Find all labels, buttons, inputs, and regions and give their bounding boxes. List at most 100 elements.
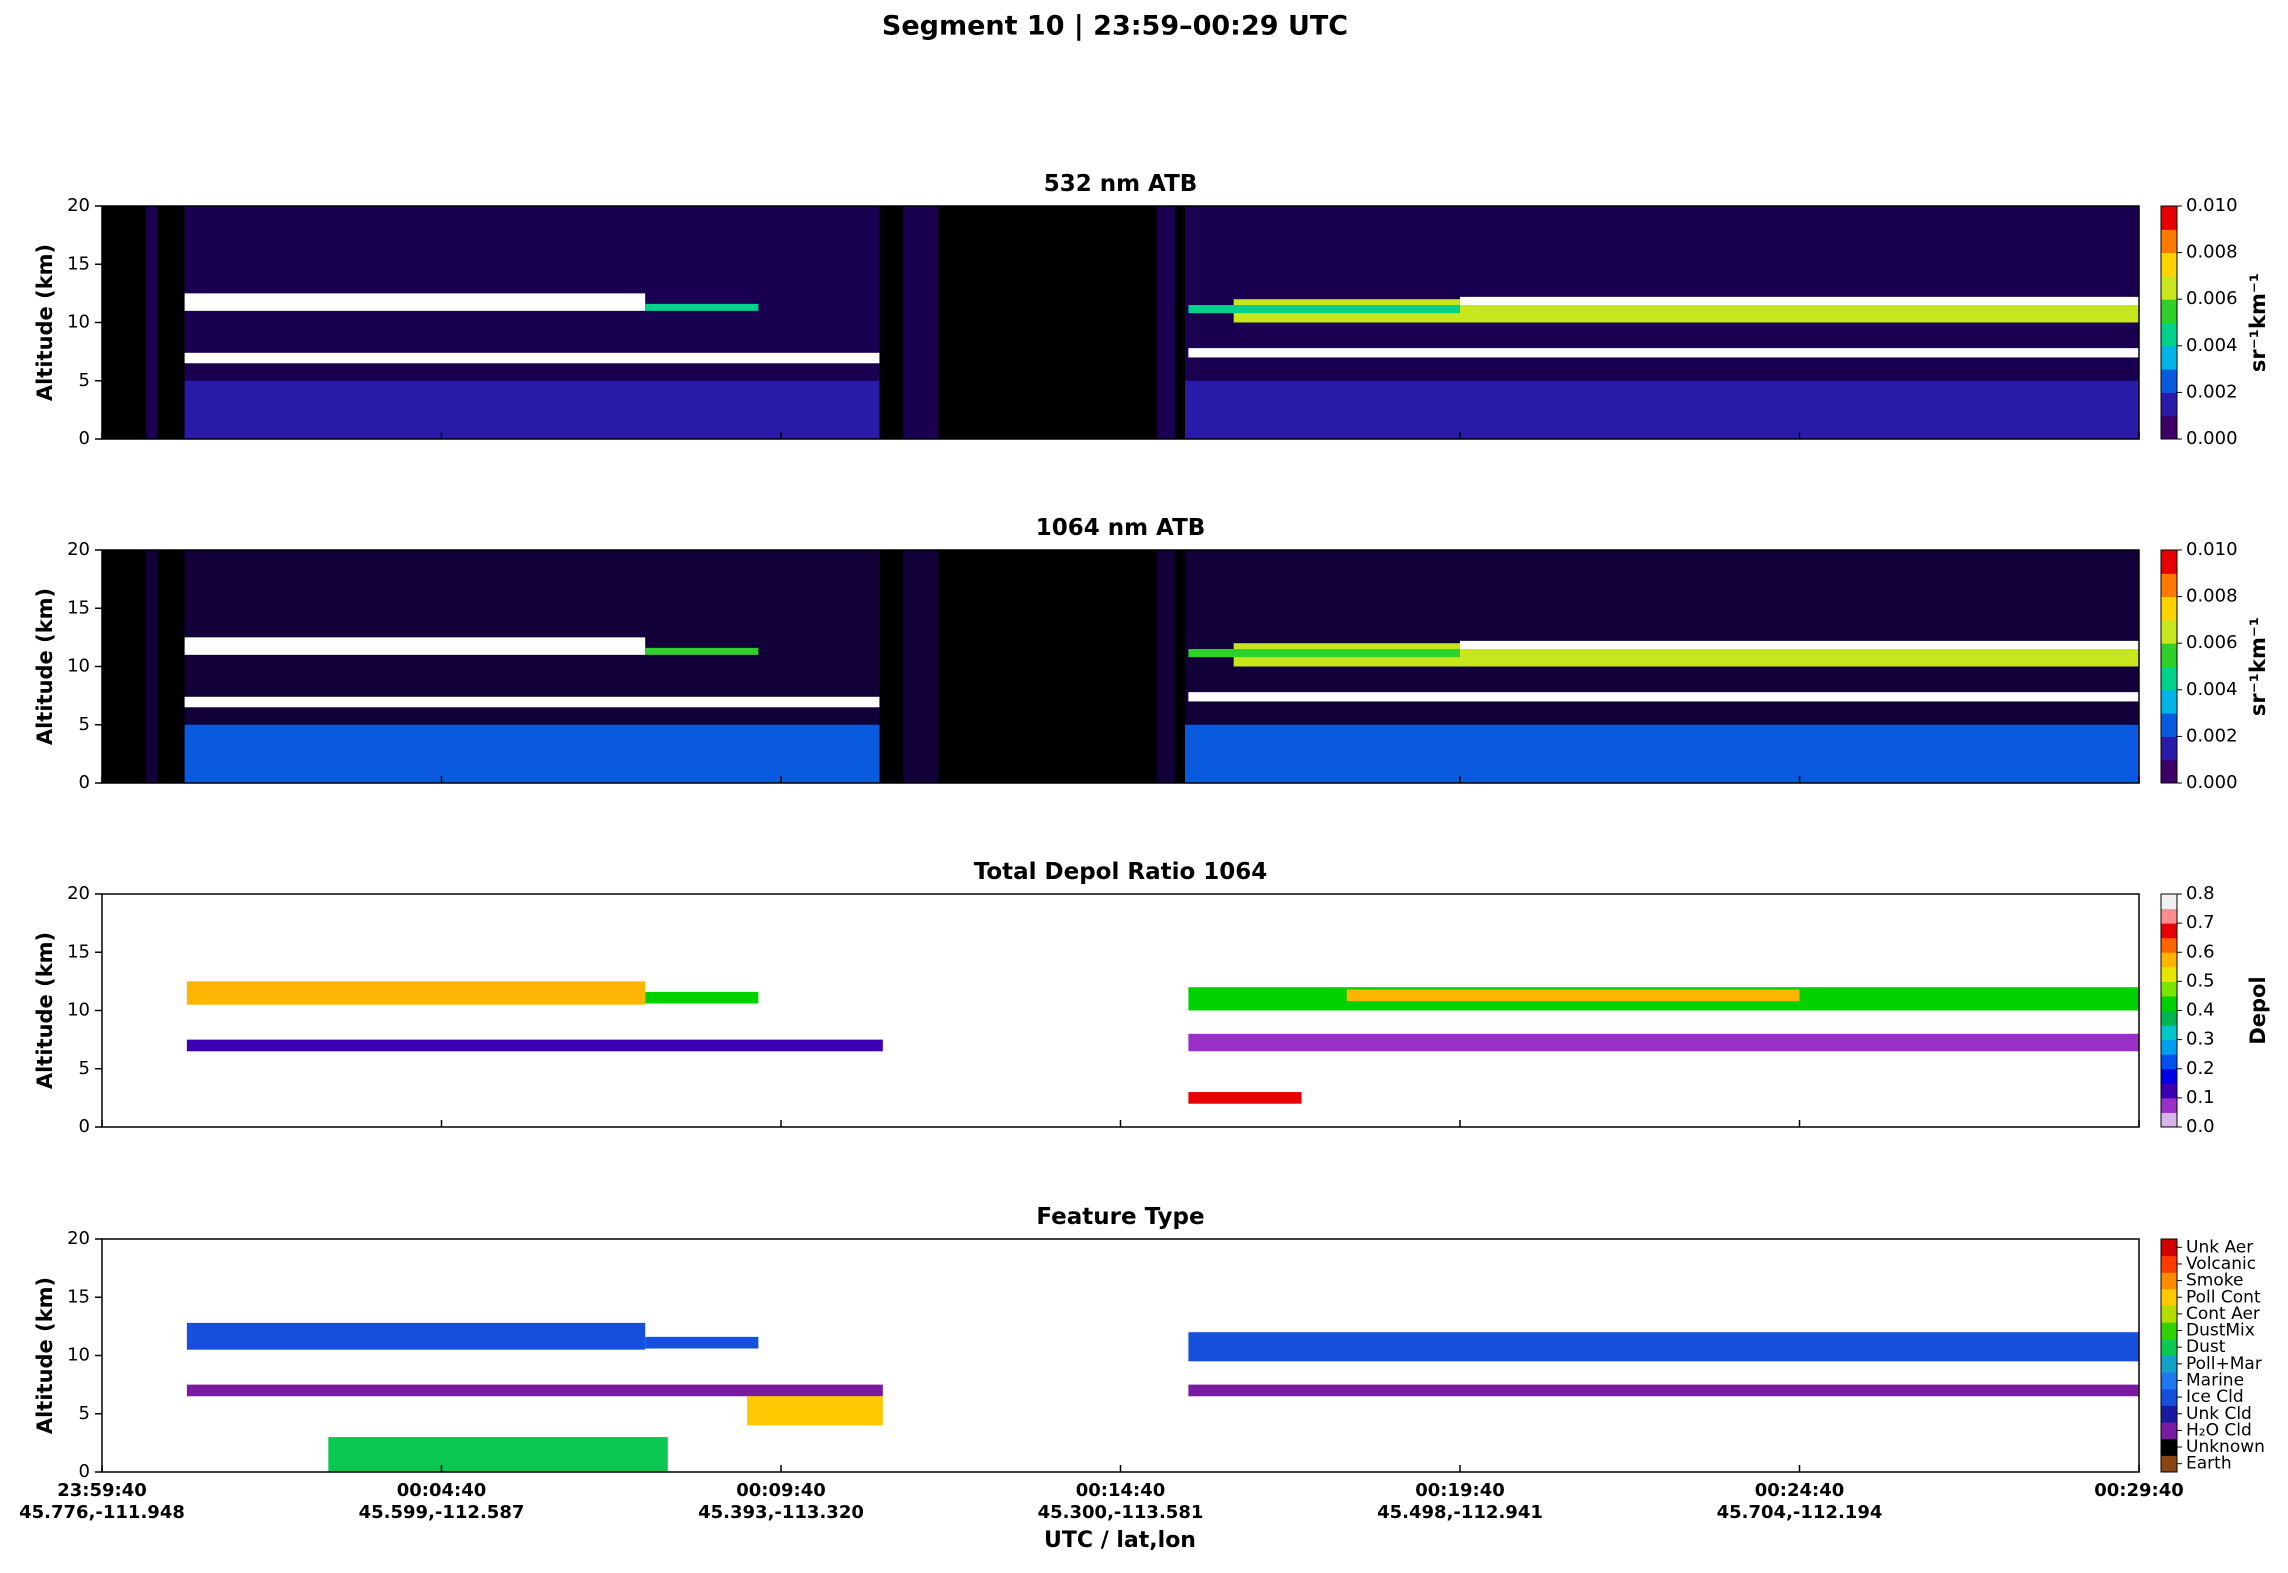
no-data-region (1174, 206, 1186, 439)
y-axis-label: Altitude (km) (33, 244, 57, 401)
y-tick-label: 10 (67, 1345, 90, 1366)
feature-layer (1185, 724, 2139, 783)
colorbar-tick-label: Dust (2186, 1337, 2226, 1357)
feature-layer (1346, 989, 1800, 1002)
no-data-region (102, 550, 147, 783)
feature-layer (1188, 1332, 2139, 1362)
colorbar-cell (2161, 894, 2177, 910)
x-tick-label: 00:24:40 (1755, 1480, 1845, 1501)
colorbar-cell (2161, 1010, 2177, 1026)
colorbar-tick-label: Poll Cont (2186, 1287, 2261, 1307)
feature-layer (1188, 1384, 2139, 1397)
feature-layer (186, 1039, 883, 1052)
colorbar-cell (2161, 369, 2177, 393)
y-tick-label: 5 (79, 370, 90, 391)
colorbar-cell (2161, 643, 2177, 667)
no-data-region (879, 206, 904, 439)
y-tick-label: 5 (79, 1058, 90, 1079)
colorbar-cell (2161, 1054, 2177, 1070)
colorbar-cell (2161, 759, 2177, 784)
feature-layer (1188, 348, 2139, 358)
feature-layer (1188, 692, 2139, 702)
colorbar-cell (2161, 1112, 2177, 1128)
x-tick-latlon: 45.300,-113.581 (1038, 1502, 1204, 1523)
colorbar-cell (2161, 995, 2177, 1011)
feature-layer (184, 293, 646, 311)
colorbar-tick-label: 0.006 (2186, 288, 2238, 309)
feature-layer (1460, 296, 2139, 306)
feature-layer (184, 724, 880, 783)
colorbar-tick-label: 0.4 (2186, 1000, 2215, 1021)
no-data-region (157, 550, 185, 783)
x-tick-latlon: 45.776,-111.948 (19, 1502, 185, 1523)
x-tick-latlon: 45.393,-113.320 (698, 1502, 864, 1523)
x-tick-label: 00:09:40 (736, 1480, 826, 1501)
feature-layer (186, 1322, 646, 1350)
feature-layer (645, 303, 759, 311)
colorbar-cell (2161, 908, 2177, 924)
colorbar-cell (2161, 1305, 2177, 1323)
feature-layer (184, 696, 880, 708)
feature-layer (186, 981, 646, 1005)
feature-layer (1188, 1092, 1302, 1104)
feature-layer (184, 352, 880, 364)
colorbar-tick-label: Volcanic (2186, 1254, 2256, 1274)
no-data-region (157, 206, 185, 439)
colorbar-cell (2161, 550, 2177, 574)
feature-layer (747, 1396, 883, 1426)
colorbar-cell (2161, 1388, 2177, 1406)
colorbar-tick-label: Marine (2186, 1370, 2244, 1390)
feature-layer (186, 1384, 883, 1397)
colorbar-tick-label: 0.008 (2186, 586, 2238, 607)
colorbar-cell (2161, 1025, 2177, 1041)
colorbar-tick-label: 0.1 (2186, 1087, 2215, 1108)
colorbar-tick-label: Cont Aer (2186, 1304, 2260, 1324)
colorbar-tick-label: 0.0 (2186, 1116, 2215, 1137)
colorbar-frame (2160, 205, 2178, 440)
colorbar-cell (2161, 392, 2177, 417)
y-tick-label: 0 (79, 428, 90, 449)
colorbar-label: sr⁻¹km⁻¹ (2246, 273, 2270, 372)
x-tick-latlon: 45.498,-112.941 (1377, 1502, 1543, 1523)
colorbar-cell (2161, 1239, 2177, 1257)
colorbar-cell (2161, 1438, 2177, 1456)
y-axis-label: Altitude (km) (33, 588, 57, 745)
colorbar-label: Depol (2246, 976, 2270, 1044)
colorbar-cell (2161, 1338, 2177, 1356)
colorbar-tick-label: 0.3 (2186, 1029, 2215, 1050)
no-data-region (879, 550, 904, 783)
feature-layer (1188, 649, 1460, 658)
colorbar-cell (2161, 1097, 2177, 1113)
colorbar-tick-label: 0.010 (2186, 539, 2238, 560)
x-tick-label: 00:14:40 (1076, 1480, 1166, 1501)
colorbar-cell (2161, 689, 2177, 714)
colorbar-cell (2161, 736, 2177, 761)
colorbar-tick-label: 0.8 (2186, 883, 2215, 904)
colorbar-cell (2161, 1455, 2177, 1473)
y-tick-label: 20 (67, 1228, 90, 1249)
y-tick-label: 15 (67, 253, 90, 274)
colorbar-tick-label: 0.7 (2186, 912, 2215, 933)
colorbar-cell (2161, 1083, 2177, 1099)
colorbar-frame (2160, 1238, 2178, 1473)
colorbar-cell (2161, 981, 2177, 997)
y-tick-label: 10 (67, 1000, 90, 1021)
x-tick-label: 00:19:40 (1415, 1480, 1505, 1501)
x-tick-label: 00:04:40 (397, 1480, 487, 1501)
colorbar-tick-label: 0.004 (2186, 679, 2238, 700)
y-tick-label: 0 (79, 1116, 90, 1137)
panel-title: 532 nm ATB (1044, 171, 1198, 197)
colorbar-cell (2161, 713, 2177, 737)
colorbar-cell (2161, 252, 2177, 277)
y-tick-label: 15 (67, 1286, 90, 1307)
colorbar-cell (2161, 1322, 2177, 1340)
colorbar-tick-label: Unk Aer (2186, 1237, 2253, 1257)
colorbar-cell (2161, 1272, 2177, 1290)
colorbar-frame (2160, 549, 2178, 784)
colorbar-cell (2161, 345, 2177, 370)
x-axis-label: UTC / lat,lon (1044, 1528, 1196, 1553)
colorbar-cell (2161, 299, 2177, 323)
feature-layer (645, 1336, 759, 1349)
colorbar-cell (2161, 1422, 2177, 1440)
